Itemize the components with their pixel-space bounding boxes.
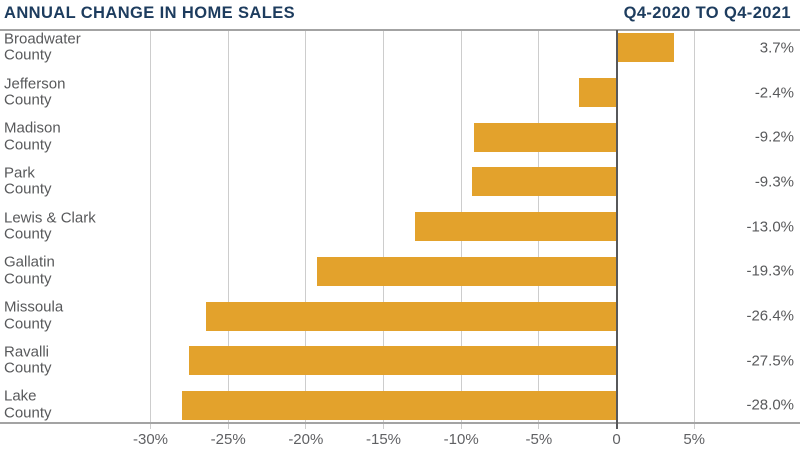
bar-gallatin-county: [316, 256, 617, 286]
gridline: [383, 30, 384, 429]
category-label: Madison County: [4, 119, 61, 154]
category-label: Lake County: [4, 387, 52, 422]
category-label: Ravalli County: [4, 343, 52, 377]
chart-period: Q4-2020 TO Q4-2021: [623, 4, 791, 22]
zero-axis-line: [615, 30, 618, 429]
value-label: -19.3%: [746, 262, 794, 280]
x-tick-label: -25%: [210, 431, 246, 448]
gridline: [227, 30, 229, 429]
value-label: -13.0%: [746, 218, 794, 236]
bar-park-county: [472, 167, 617, 197]
x-tick-label: -10%: [443, 431, 479, 448]
x-tick-label: -30%: [132, 431, 169, 448]
category-label: Broadwater County: [4, 30, 81, 64]
value-label: -9.2%: [754, 128, 794, 146]
category-label: Jefferson County: [4, 75, 66, 109]
x-axis-line: [0, 422, 800, 424]
bar-lake-county: [181, 390, 617, 420]
gridline: [305, 30, 307, 429]
bar-missoula-county: [206, 301, 617, 331]
category-label: Lewis & Clark County: [4, 209, 96, 243]
value-label: -9.3%: [754, 173, 794, 191]
category-label: Park County: [4, 164, 52, 198]
x-tick-label: 0: [612, 431, 621, 448]
value-label: -2.4%: [754, 84, 794, 101]
bar-madison-county: [473, 122, 617, 152]
chart-title: ANNUAL CHANGE IN HOME SALES: [4, 4, 296, 22]
bar-lewis-clark-county: [414, 212, 617, 242]
plot-top-border: [0, 29, 800, 31]
gridline: [150, 30, 151, 429]
bar-broadwater-county: [616, 33, 674, 63]
x-tick-label: -5%: [525, 431, 553, 448]
value-label: -26.4%: [746, 307, 794, 325]
category-label: Missoula County: [4, 298, 64, 333]
category-label: Gallatin County: [4, 253, 55, 288]
x-tick-label: -20%: [288, 431, 324, 448]
value-label: -28.0%: [746, 396, 794, 414]
gridline: [693, 30, 695, 429]
x-tick-label: 5%: [683, 431, 705, 448]
value-label: 3.7%: [759, 39, 794, 57]
value-label: -27.5%: [746, 352, 794, 370]
bar-jefferson-county: [579, 78, 617, 107]
bar-ravalli-county: [189, 346, 617, 376]
x-tick-label: -15%: [365, 431, 402, 448]
